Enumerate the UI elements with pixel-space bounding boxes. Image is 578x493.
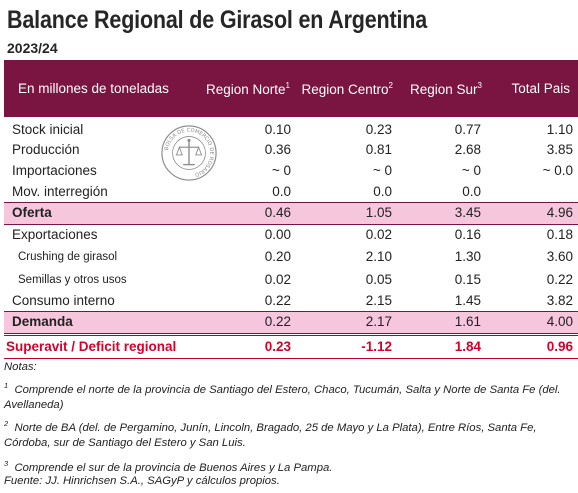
cell-sur: ~ 0: [461, 163, 481, 178]
cell-sur: 1.61: [454, 314, 481, 329]
row-label: Crushing de girasol: [18, 251, 118, 263]
cell-sur: 1.45: [454, 293, 481, 308]
table-header: En millones de toneladas Region Norte1 R…: [4, 60, 578, 117]
notes-heading: Notas:: [4, 361, 37, 373]
cell-centro: 0.0: [373, 184, 392, 199]
oferta-band: [4, 202, 578, 225]
report-subtitle: 2023/24: [7, 40, 58, 56]
header-total-pais: Total Pais: [511, 81, 570, 96]
header-region-sur: Region Sur3: [410, 81, 482, 97]
cell-total: 0.22: [546, 272, 573, 287]
cell-norte: 0.10: [264, 122, 291, 137]
cell-norte: 0.36: [264, 142, 291, 157]
cell-sur: 3.45: [454, 205, 481, 220]
cell-norte: 0.0: [272, 184, 291, 199]
cell-total: 4.96: [546, 205, 573, 220]
cell-total: 0.96: [546, 339, 573, 354]
cell-sur: 1.84: [454, 339, 481, 354]
row-label: Oferta: [12, 205, 52, 220]
cell-centro: 0.23: [365, 122, 392, 137]
cell-centro: 0.05: [365, 272, 392, 287]
cell-norte: 0.20: [264, 249, 291, 264]
report-title: Balance Regional de Girasol en Argentina: [7, 6, 428, 34]
row-label: Semillas y otros usos: [18, 274, 127, 286]
header-region-centro: Region Centro2: [301, 81, 393, 97]
cell-total: 3.82: [546, 293, 573, 308]
cell-norte: 0.22: [264, 293, 291, 308]
row-label: Mov. interregión: [12, 184, 108, 199]
header-unit-label: En millones de toneladas: [18, 81, 169, 96]
cell-total: 4.00: [546, 314, 573, 329]
row-label: Demanda: [12, 314, 73, 329]
cell-total: 1.10: [546, 122, 573, 137]
cell-total: 3.85: [546, 142, 573, 157]
cell-centro: 1.05: [365, 205, 392, 220]
cell-sur: 2.68: [454, 142, 481, 157]
cell-centro: -1.12: [361, 339, 392, 354]
cell-norte: 0.23: [264, 339, 291, 354]
cell-sur: 1.30: [454, 249, 481, 264]
source-note: Fuente: JJ. Hinrichsen S.A., SAGyP y cál…: [4, 475, 280, 487]
bcr-seal-icon: BOLSA DE COMERCIO DE ROSARIO: [161, 125, 217, 181]
cell-centro: 2.15: [365, 293, 392, 308]
cell-total: 3.60: [546, 249, 573, 264]
row-label: Producción: [12, 142, 80, 157]
cell-norte: 0.02: [264, 272, 291, 287]
table-row-superavit: Superavit / Deficit regional 0.23 -1.12 …: [4, 335, 578, 359]
cell-norte: 0.46: [264, 205, 291, 220]
cell-norte: 0.00: [264, 227, 291, 242]
cell-centro: 0.81: [365, 142, 392, 157]
row-label: Importaciones: [12, 163, 97, 178]
cell-sur: 0.15: [454, 272, 481, 287]
footnote-2: 2 Norte de BA (del. de Pergamino, Junín,…: [4, 419, 537, 449]
cell-norte: 0.22: [264, 314, 291, 329]
footnote-1: 1 Comprende el norte de la provincia de …: [4, 381, 561, 411]
header-region-norte: Region Norte1: [206, 81, 290, 97]
cell-sur: 0.77: [454, 122, 481, 137]
cell-sur: 0.0: [462, 184, 481, 199]
cell-sur: 0.16: [454, 227, 481, 242]
footnote-3: 3 Comprende el sur de la provincia de Bu…: [4, 459, 333, 474]
row-label: Stock inicial: [12, 122, 84, 137]
cell-centro: 0.02: [365, 227, 392, 242]
row-label: Superavit / Deficit regional: [6, 339, 177, 354]
row-label: Consumo interno: [12, 293, 115, 308]
cell-norte: ~ 0: [271, 163, 291, 178]
cell-centro: 2.17: [365, 314, 392, 329]
row-label: Exportaciones: [12, 227, 98, 242]
demanda-band: [4, 311, 578, 334]
cell-centro: ~ 0: [372, 163, 392, 178]
cell-total: 0.18: [546, 227, 573, 242]
cell-total: ~ 0.0: [542, 163, 573, 178]
cell-centro: 2.10: [365, 249, 392, 264]
